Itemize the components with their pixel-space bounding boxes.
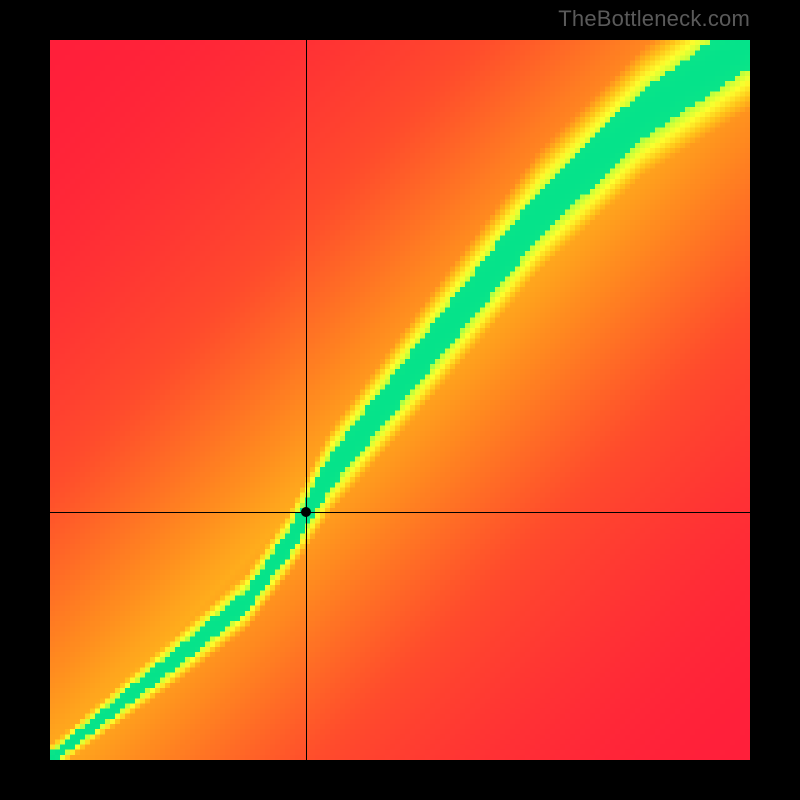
heatmap-canvas xyxy=(50,40,750,760)
crosshair-vertical xyxy=(306,40,307,760)
watermark-text: TheBottleneck.com xyxy=(558,6,750,32)
plot-area xyxy=(50,40,750,760)
heatmap-canvas-wrap xyxy=(50,40,750,760)
marker-dot xyxy=(301,507,311,517)
crosshair-horizontal xyxy=(50,512,750,513)
